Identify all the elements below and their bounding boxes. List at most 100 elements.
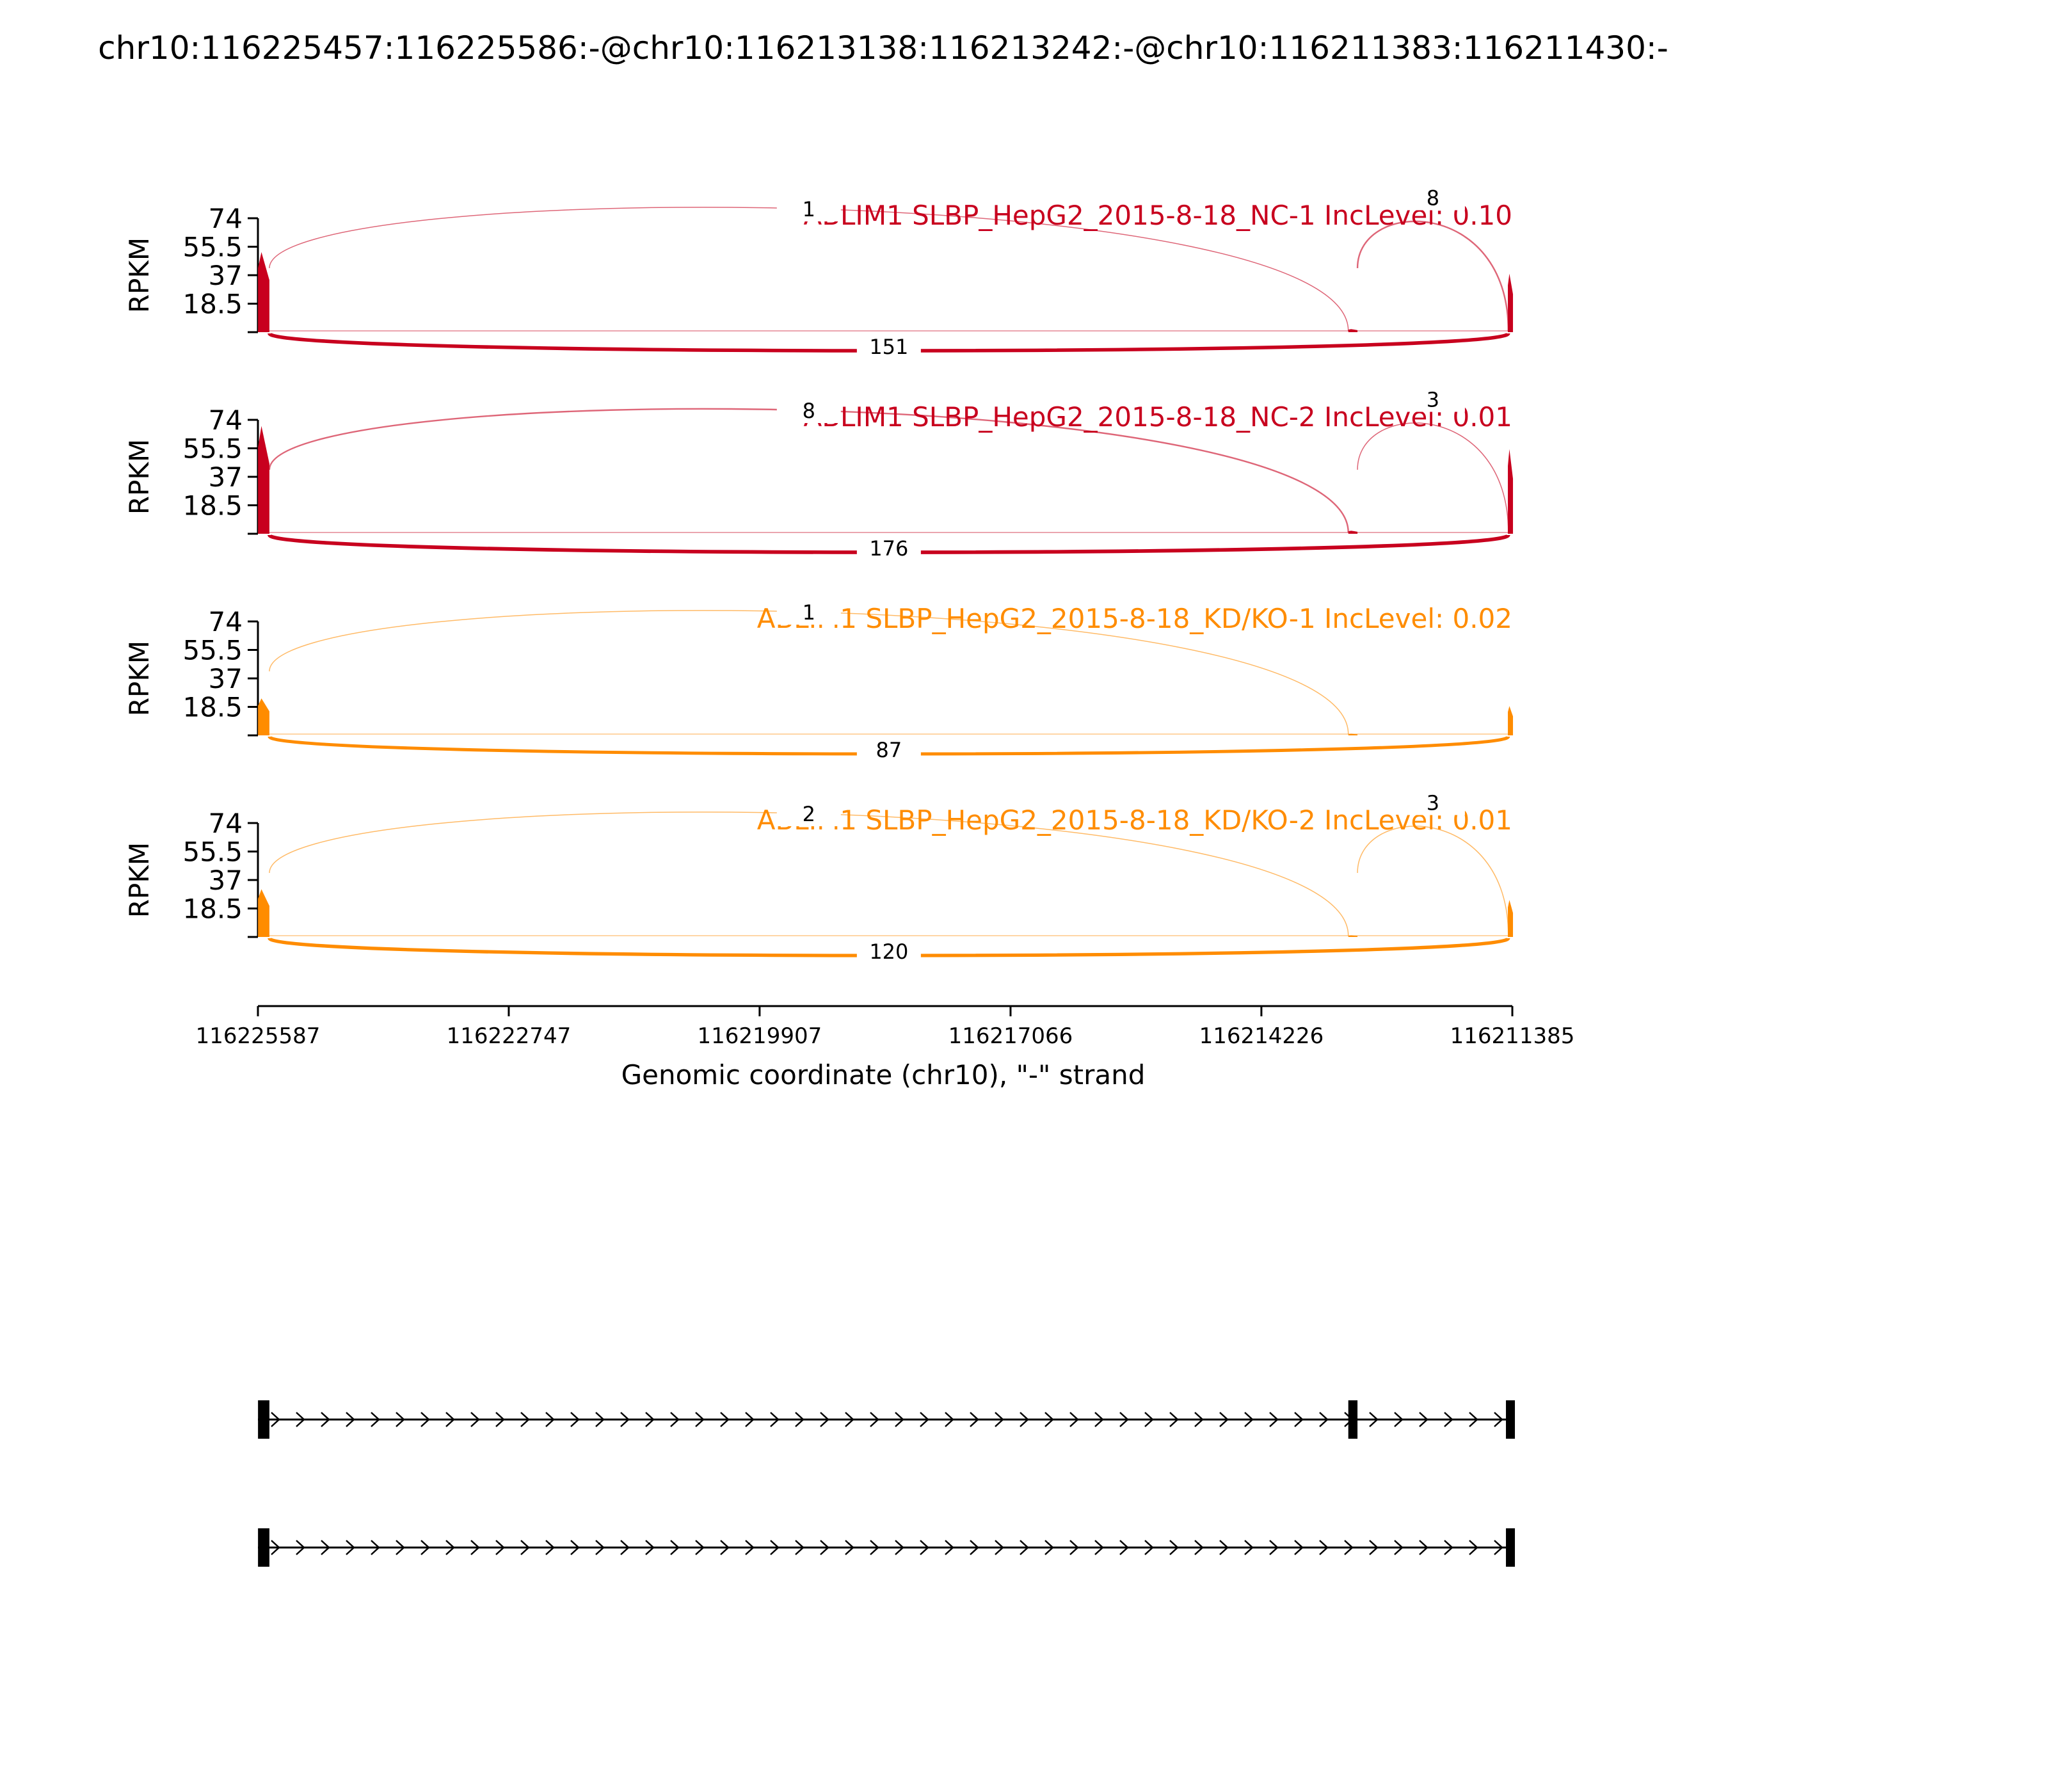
strand-arrow [296,1540,305,1555]
strand-arrow [770,1540,780,1555]
y-axis-label: RPKM [124,842,155,918]
strand-arrow [495,1540,505,1555]
strand-arrow [770,1412,780,1427]
strand-arrow [1144,1412,1154,1427]
strand-arrow [720,1412,730,1427]
x-tick-label: 116222747 [447,1023,572,1049]
strand-arrow [1094,1540,1104,1555]
y-tick-label: 37 [209,663,243,694]
strand-arrow [1494,1412,1503,1427]
strand-arrow [445,1540,455,1555]
junction-count-bg [856,938,921,964]
strand-arrow [1020,1412,1029,1427]
strand-arrow [970,1412,979,1427]
strand-arrow [1444,1540,1453,1555]
strand-arrow [995,1540,1004,1555]
junction-count-label: 151 [869,335,908,359]
junction-count-bg [776,599,841,625]
exon-block-target [1348,1400,1358,1439]
junction-arc [1357,826,1509,936]
coverage-peak-target [1348,733,1358,735]
strand-arrow [920,1540,929,1555]
x-tick-label: 116214226 [1199,1023,1324,1049]
strand-arrow [895,1540,904,1555]
strand-arrow [1194,1540,1204,1555]
strand-arrow [670,1540,680,1555]
strand-arrow [1244,1412,1254,1427]
strand-arrow [1269,1412,1279,1427]
strand-arrow [995,1412,1004,1427]
y-tick-label: 74 [209,404,243,436]
junction-count-label: 2 [803,802,815,826]
strand-arrow [1144,1540,1154,1555]
y-tick-label: 18.5 [182,289,243,320]
isoform-models [258,1400,1516,1567]
x-axis: 116225587 116222747 116219907 116217066 1162… [196,1005,1574,1049]
y-tick-label: 55.5 [182,635,243,666]
y-tick-label: 37 [209,865,243,896]
strand-arrow [920,1412,929,1427]
track-label: ABLIM1 SLBP_HepG2_2015-8-18_NC-1 IncLeve… [803,200,1512,231]
track-label: ABLIM1 SLBP_HepG2_2015-8-18_KD/KO-2 IncL… [757,804,1512,836]
x-tick-label: 116219907 [698,1023,822,1049]
junction-count-label: 176 [869,536,908,561]
strand-arrow [845,1412,854,1427]
junction-count-label: 1 [803,600,815,625]
coverage-peak-upstream [258,698,269,735]
strand-arrow [720,1540,730,1555]
y-tick-label: 74 [209,606,243,637]
strand-arrow [745,1412,755,1427]
strand-arrow [420,1412,430,1427]
strand-arrow [695,1540,705,1555]
strand-arrow [1394,1540,1404,1555]
strand-arrow [1494,1540,1503,1555]
strand-arrow [545,1540,555,1555]
strand-arrow [321,1412,330,1427]
strand-arrow [1119,1412,1129,1427]
junction-count-label: 3 [1427,791,1439,815]
strand-arrow [1319,1412,1329,1427]
strand-arrow [1094,1412,1104,1427]
strand-arrow [396,1540,405,1555]
strand-arrow [695,1412,705,1427]
strand-arrow [620,1540,630,1555]
y-tick-label: 18.5 [182,893,243,925]
strand-arrow [1194,1412,1204,1427]
strand-arrow [420,1540,430,1555]
strand-arrow [470,1412,480,1427]
junction-count-bg [776,196,841,221]
coverage-peak-upstream [258,889,269,937]
strand-arrow [645,1540,655,1555]
strand-arrow [1444,1412,1453,1427]
y-axis-label: RPKM [124,237,155,313]
junction-count-label: 3 [1427,388,1439,412]
junction-count-bg [776,801,841,826]
strand-arrow [945,1540,954,1555]
coverage-peak-target [1348,531,1358,534]
strand-arrow [1394,1412,1404,1427]
strand-arrow [820,1412,829,1427]
strand-arrow [820,1540,829,1555]
junction-count-label: 87 [876,738,902,762]
strand-arrow [845,1540,854,1555]
strand-arrow [645,1412,655,1427]
strand-arrow [1419,1412,1428,1427]
junction-count-bg [1400,184,1465,211]
strand-arrow [371,1540,380,1555]
strand-arrow [1044,1540,1054,1555]
junction-count-bg [776,397,841,423]
strand-arrow [1294,1540,1304,1555]
strand-arrow [346,1540,355,1555]
strand-arrow [570,1412,580,1427]
strand-arrow [1369,1412,1379,1427]
strand-arrow [1020,1540,1029,1555]
exon-block-downstream [1506,1400,1516,1439]
x-axis-label: Genomic coordinate (chr10), "-" strand [621,1059,1146,1091]
exon-block-upstream [258,1528,269,1567]
junction-count-bg [856,535,921,561]
strand-arrow [945,1412,954,1427]
